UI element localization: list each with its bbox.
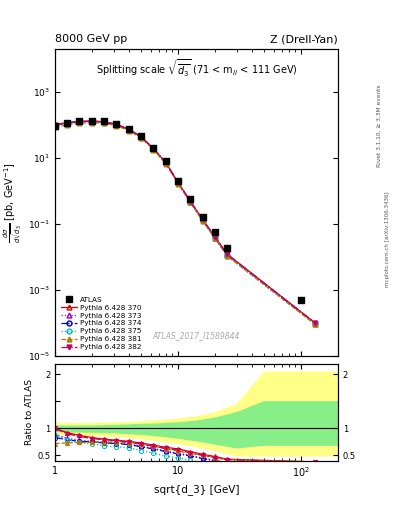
ATLAS	[212, 228, 218, 237]
ATLAS	[113, 120, 119, 128]
Text: 8000 GeV pp: 8000 GeV pp	[55, 34, 127, 44]
ATLAS	[52, 122, 58, 130]
ATLAS	[138, 132, 144, 140]
Text: mcplots.cern.ch [arXiv:1306.3436]: mcplots.cern.ch [arXiv:1306.3436]	[385, 191, 389, 287]
Y-axis label: $\frac{d\sigma}{d\sqrt{d_3}}$ [pb, GeV$^{-1}$]: $\frac{d\sigma}{d\sqrt{d_3}}$ [pb, GeV$^…	[2, 162, 25, 243]
ATLAS	[64, 119, 70, 127]
ATLAS	[89, 117, 95, 125]
ATLAS	[199, 213, 206, 221]
ATLAS	[298, 295, 304, 304]
ATLAS	[150, 144, 156, 152]
ATLAS	[224, 244, 230, 252]
ATLAS	[76, 117, 83, 125]
ATLAS	[101, 117, 107, 125]
ATLAS	[187, 195, 193, 203]
Y-axis label: Ratio to ATLAS: Ratio to ATLAS	[25, 379, 34, 445]
Text: ATLAS_2017_I1589844: ATLAS_2017_I1589844	[153, 331, 240, 340]
X-axis label: sqrt{d_3} [GeV]: sqrt{d_3} [GeV]	[154, 484, 239, 495]
Text: Rivet 3.1.10, ≥ 3.3M events: Rivet 3.1.10, ≥ 3.3M events	[377, 84, 382, 167]
Legend: ATLAS, Pythia 6.428 370, Pythia 6.428 373, Pythia 6.428 374, Pythia 6.428 375, P: ATLAS, Pythia 6.428 370, Pythia 6.428 37…	[59, 295, 143, 352]
ATLAS	[163, 157, 169, 165]
Text: Splitting scale $\sqrt{\overline{d_3}}$ (71 < m$_{ll}$ < 111 GeV): Splitting scale $\sqrt{\overline{d_3}}$ …	[95, 58, 298, 79]
ATLAS	[175, 177, 181, 185]
Text: Z (Drell-Yan): Z (Drell-Yan)	[270, 34, 338, 44]
ATLAS	[126, 124, 132, 133]
